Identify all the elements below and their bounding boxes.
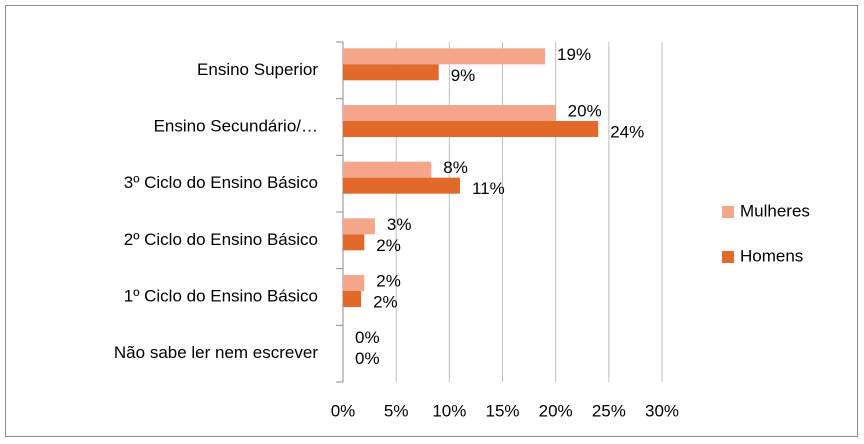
bar — [343, 161, 432, 178]
y-tick-label: Ensino Secundário/… — [154, 116, 318, 135]
bar — [343, 275, 365, 291]
data-label: 24% — [610, 122, 644, 141]
bar — [343, 177, 460, 194]
legend-swatch — [722, 206, 734, 218]
x-tick-label: 5% — [384, 401, 409, 420]
x-tick-label: 25% — [592, 401, 626, 420]
data-label: 9% — [451, 66, 476, 85]
bar — [343, 234, 365, 251]
data-label: 19% — [557, 45, 591, 64]
data-label: 0% — [355, 349, 380, 368]
legend-label: Mulheres — [740, 201, 810, 220]
y-tick-label: Ensino Superior — [197, 60, 318, 79]
x-tick-label: 0% — [331, 401, 356, 420]
y-tick-label: 1º Ciclo do Ensino Básico — [124, 286, 318, 305]
data-label: 20% — [568, 101, 602, 120]
legend-swatch — [722, 251, 734, 263]
bar — [343, 121, 599, 137]
y-tick-label: 3º Ciclo do Ensino Básico — [124, 173, 318, 192]
y-tick-label: 2º Ciclo do Ensino Básico — [124, 230, 318, 249]
data-label: 0% — [355, 328, 380, 347]
x-tick-label: 10% — [432, 401, 466, 420]
data-label: 8% — [443, 158, 468, 177]
data-label: 2% — [376, 271, 401, 290]
bar — [343, 218, 375, 235]
bar — [343, 105, 556, 121]
bar — [343, 291, 362, 307]
x-tick-label: 30% — [645, 401, 679, 420]
y-tick-label: Não sabe ler nem escrever — [114, 343, 318, 362]
bar — [343, 48, 546, 65]
data-label: 2% — [373, 292, 398, 311]
legend-label: Homens — [740, 246, 803, 265]
data-label: 2% — [376, 236, 401, 255]
bar — [343, 64, 439, 81]
data-label: 11% — [472, 179, 505, 198]
data-label: 3% — [387, 215, 412, 234]
x-tick-label: 15% — [485, 401, 519, 420]
x-tick-label: 20% — [539, 401, 573, 420]
